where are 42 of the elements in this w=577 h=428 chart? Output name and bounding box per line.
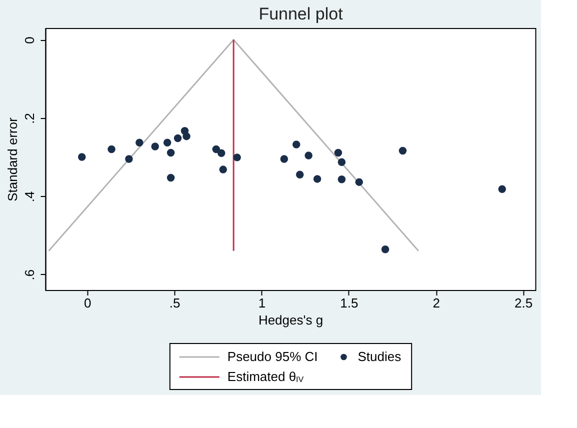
x-tick-label: 2.5 xyxy=(514,296,533,310)
point xyxy=(218,149,226,157)
point xyxy=(292,140,300,148)
point xyxy=(182,132,190,140)
point xyxy=(163,138,172,146)
point xyxy=(174,134,182,142)
x-tick-label: 2 xyxy=(432,296,440,310)
y-tick-label: 0 xyxy=(22,36,37,44)
point xyxy=(280,155,288,163)
point xyxy=(212,145,220,154)
point xyxy=(136,138,144,146)
y-tick-label: .6 xyxy=(22,269,37,280)
y-tick-label: .4 xyxy=(22,191,37,202)
chart-title: Funnel plot xyxy=(258,4,344,24)
point xyxy=(125,155,133,163)
legend-label: Studies xyxy=(358,349,402,364)
point xyxy=(313,175,322,183)
point xyxy=(78,153,86,161)
point xyxy=(334,148,342,157)
x-tick-label: .5 xyxy=(169,296,180,310)
point xyxy=(498,185,506,193)
x-tick-label: 0 xyxy=(84,296,92,310)
point xyxy=(151,142,159,150)
point xyxy=(166,174,175,182)
point xyxy=(233,154,241,162)
y-tick-label: .2 xyxy=(22,113,37,124)
point xyxy=(304,152,312,160)
point xyxy=(166,148,175,157)
point xyxy=(338,175,346,184)
point xyxy=(398,146,407,155)
point xyxy=(108,145,116,154)
point xyxy=(381,245,390,254)
x-tick-label: 1.5 xyxy=(340,296,358,310)
point xyxy=(338,158,346,166)
point xyxy=(296,170,304,179)
point xyxy=(219,166,227,174)
y-axis-title: Standard error xyxy=(4,116,20,202)
legend-label: Pseudo 95% CI xyxy=(227,349,318,364)
legend-label: Estimated θIV xyxy=(227,369,304,384)
x-tick-label: 1 xyxy=(258,296,266,310)
point xyxy=(355,178,363,186)
x-axis-title: Hedges's g xyxy=(258,312,324,328)
